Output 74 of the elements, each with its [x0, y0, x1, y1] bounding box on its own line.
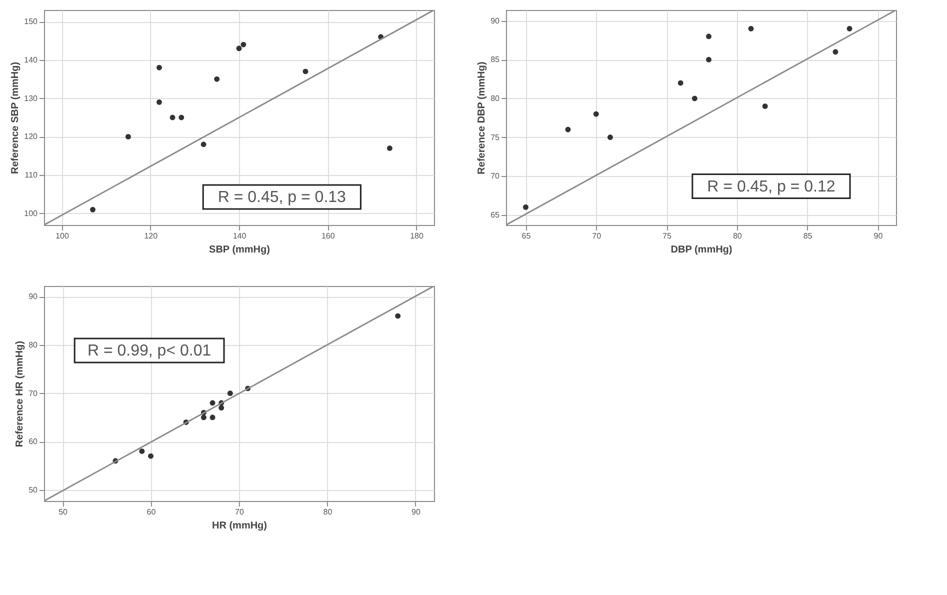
y-tick-label: 110 [24, 170, 38, 180]
x-tick-label: 120 [144, 232, 158, 240]
point [156, 99, 162, 105]
x-tick-label: 85 [803, 232, 813, 240]
annotation: R = 0.45, p = 0.13 [218, 189, 346, 206]
point [214, 76, 220, 82]
point [748, 26, 754, 32]
point [832, 49, 838, 55]
point [227, 390, 233, 396]
y-tick-label: 80 [490, 94, 500, 103]
x-axis-title: DBP (mmHg) [670, 244, 732, 256]
y-tick-label: 50 [28, 485, 38, 494]
x-tick-label: 90 [412, 508, 421, 516]
annotation: R = 0.99, p< 0.01 [87, 342, 212, 360]
point [762, 104, 768, 109]
y-axis-title: Reference HR (mmHg) [14, 340, 26, 448]
point [706, 34, 712, 40]
x-tick-label: 70 [592, 232, 602, 240]
x-tick-label: 140 [232, 232, 247, 240]
x-tick-label: 100 [56, 232, 70, 240]
y-tick-label: 75 [490, 132, 500, 142]
point [607, 134, 613, 140]
point [240, 42, 246, 48]
point [200, 142, 206, 148]
y-tick-label: 140 [24, 55, 38, 64]
x-tick-label: 80 [732, 232, 742, 240]
point [522, 204, 528, 210]
point [200, 414, 206, 420]
y-axis-title: Reference SBP (mmHg) [10, 62, 22, 174]
x-tick-label: 80 [323, 508, 333, 516]
x-axis-title: SBP (mmHg) [209, 244, 270, 256]
y-tick-label: 90 [490, 16, 500, 26]
x-tick-label: 180 [410, 232, 424, 240]
point [210, 400, 216, 406]
point [302, 68, 308, 74]
point [178, 114, 184, 120]
point [139, 448, 145, 454]
point [678, 80, 684, 86]
point [236, 46, 242, 52]
x-tick-label: 75 [662, 232, 672, 240]
x-axis-title: HR (mmHg) [212, 520, 267, 532]
point [125, 134, 131, 140]
point [90, 206, 96, 212]
y-axis-title: Reference DBP (mmHg) [476, 62, 488, 174]
annotation: R = 0.45, p = 0.12 [707, 178, 836, 196]
point [170, 114, 176, 120]
x-tick-label: 70 [235, 508, 244, 516]
y-tick-label: 70 [28, 388, 38, 398]
point [395, 313, 401, 319]
y-tick-label: 120 [24, 132, 38, 142]
y-tick-label: 80 [28, 340, 38, 350]
point [218, 405, 224, 410]
x-tick-label: 160 [321, 232, 336, 240]
y-tick-label: 150 [24, 17, 38, 26]
y-tick-label: 70 [490, 172, 500, 181]
point [210, 414, 216, 420]
point [156, 64, 162, 70]
point [846, 26, 852, 32]
x-tick-label: 90 [874, 232, 884, 240]
y-tick-label: 130 [24, 94, 38, 103]
point [148, 453, 154, 459]
y-tick-label: 65 [490, 210, 500, 220]
point [565, 126, 571, 132]
y-tick-label: 100 [24, 208, 38, 218]
y-tick-label: 60 [28, 437, 38, 446]
y-tick-label: 90 [28, 292, 38, 302]
y-tick-label: 85 [490, 55, 500, 64]
point [706, 56, 712, 62]
point [692, 96, 698, 102]
x-tick-label: 65 [522, 232, 532, 240]
point [593, 111, 599, 117]
x-tick-label: 60 [146, 508, 156, 516]
x-tick-label: 50 [58, 508, 68, 516]
point [386, 145, 392, 151]
